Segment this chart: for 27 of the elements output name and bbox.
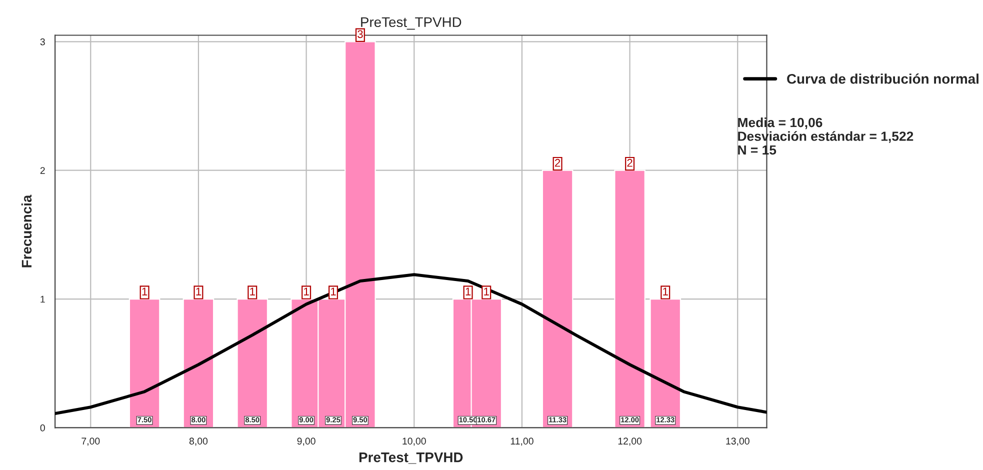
y-tick-label: 1 [40,296,45,303]
data-label: 1 [663,288,668,296]
x-tick-label: 12,00 [618,438,642,446]
x-tick-label: 11,00 [510,438,534,446]
data-label: 1 [250,288,255,296]
chart-title: PreTest_TPVHD [361,17,462,30]
legend-label: Curva de distribución normal [787,73,978,84]
x-tick-label: 7,00 [82,438,100,446]
x-tick-label: 8,00 [189,438,208,446]
data-label: 1 [466,288,471,296]
y-tick-label: 3 [40,38,45,46]
data-label: 1 [304,288,309,296]
line-series [55,273,767,416]
data-label: 2 [555,158,560,167]
x-axis-title: PreTest_TPVHD [359,452,463,464]
data-label: 1 [142,288,148,296]
data-label: 1 [196,288,202,296]
y-axis-title: Frecuencia [21,194,32,268]
x-tick-label: 10,00 [402,438,426,446]
data-label: 1 [331,288,336,296]
y-tick-label: 0 [40,424,45,432]
data-label: 1 [484,288,489,296]
x-tick-label: 13,00 [726,438,750,446]
x-tick-label: 9,00 [297,438,316,446]
data-label: 3 [358,30,363,38]
y-tick-label: 2 [40,167,45,174]
data-label: 2 [627,158,632,167]
